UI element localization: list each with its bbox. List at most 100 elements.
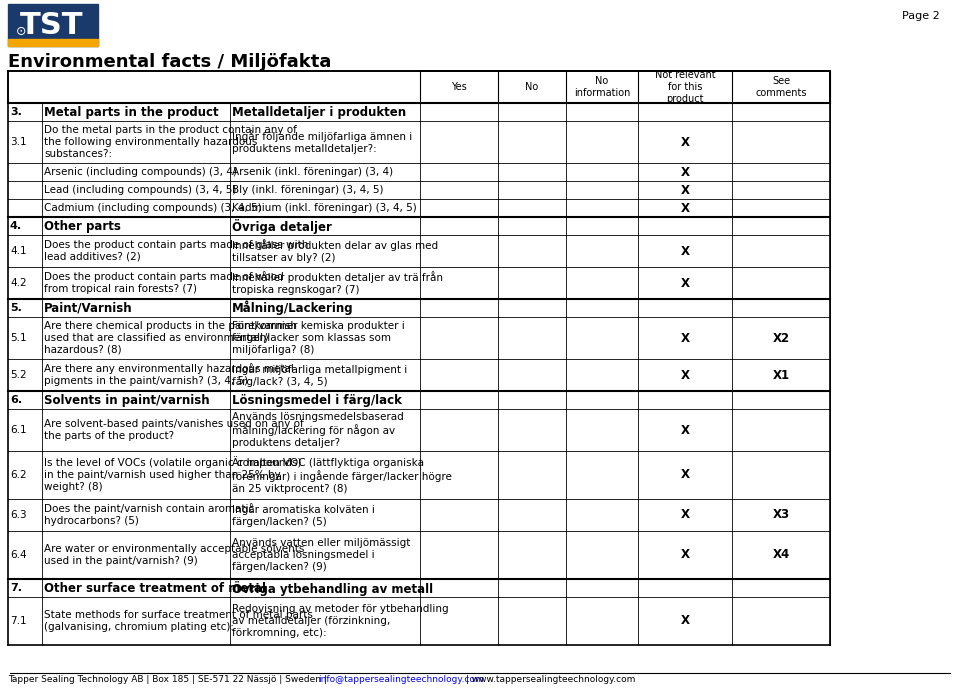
Text: 7.: 7.	[10, 583, 22, 593]
Text: Page 2: Page 2	[902, 11, 940, 21]
Text: X: X	[681, 184, 689, 196]
Text: No: No	[525, 82, 539, 92]
Text: TST: TST	[20, 10, 84, 39]
Text: Does the paint/varnish contain aromatic
hydrocarbons? (5): Does the paint/varnish contain aromatic …	[44, 504, 254, 526]
Bar	[8, 103, 830, 121]
Text: Is the level of VOCs (volatile organic compounds)
in the paint/varnish used high: Is the level of VOCs (volatile organic c…	[44, 458, 301, 491]
Text: Yes: Yes	[451, 82, 467, 92]
Text: info@tappersealingteechnology.com: info@tappersealingteechnology.com	[318, 674, 484, 683]
Bar	[8, 199, 830, 217]
Text: X: X	[681, 202, 689, 214]
Text: Not relevant
for this
product: Not relevant for this product	[655, 70, 715, 104]
Text: Ingår miljöfarliga metallpigment i
färg/lack? (3, 4, 5): Ingår miljöfarliga metallpigment i färg/…	[232, 363, 407, 387]
Bar	[8, 359, 830, 391]
Bar	[8, 531, 830, 579]
Bar	[8, 235, 830, 267]
Bar	[8, 451, 830, 499]
Text: Are there any environmentally hazardous metal
pigments in the paint/varnish? (3,: Are there any environmentally hazardous …	[44, 364, 294, 386]
Text: 3.1: 3.1	[10, 137, 27, 147]
Text: 4.1: 4.1	[10, 246, 27, 256]
Text: | www.tappersealingteechnology.com: | www.tappersealingteechnology.com	[463, 674, 636, 683]
Bar	[8, 71, 830, 103]
Text: Innehåller produkten delar av glas med
tillsatser av bly? (2): Innehåller produkten delar av glas med t…	[232, 239, 438, 263]
Text: Är halten VOC (lättflyktiga organiska
föreningar) i ingående färger/lacker högre: Är halten VOC (lättflyktiga organiska fö…	[232, 456, 452, 493]
Text: Metal parts in the product: Metal parts in the product	[44, 106, 219, 118]
Text: Bly (inkl. föreningar) (3, 4, 5): Bly (inkl. föreningar) (3, 4, 5)	[232, 185, 383, 195]
Text: X: X	[681, 276, 689, 290]
Text: Does the product contain parts made of wood
from tropical rain forests? (7): Does the product contain parts made of w…	[44, 272, 284, 294]
Text: X4: X4	[773, 549, 790, 562]
Text: 6.3: 6.3	[10, 510, 27, 520]
Text: X: X	[681, 424, 689, 437]
Text: Are water or environmentally acceptable solvents
used in the paint/varnish? (9): Are water or environmentally acceptable …	[44, 545, 304, 566]
Text: X: X	[681, 368, 689, 381]
Text: Are solvent-based paints/vanishes used on any of
the parts of the product?: Are solvent-based paints/vanishes used o…	[44, 419, 303, 441]
Bar	[8, 267, 830, 299]
Text: 4.2: 4.2	[10, 278, 27, 288]
Text: Förekommer kemiska produkter i
färger/lacker som klassas som
miljöfarliga? (8): Förekommer kemiska produkter i färger/la…	[232, 321, 405, 354]
Text: Målning/Lackering: Målning/Lackering	[232, 301, 353, 315]
Text: 5.: 5.	[10, 303, 22, 313]
Text: X: X	[681, 509, 689, 522]
Bar	[8, 499, 830, 531]
Text: X2: X2	[773, 332, 789, 345]
Text: Other surface treatment of metal: Other surface treatment of metal	[44, 582, 266, 594]
Bar	[8, 39, 98, 46]
Text: Ingår aromatiska kolväten i
färgen/lacken? (5): Ingår aromatiska kolväten i färgen/lacke…	[232, 503, 374, 527]
Text: Other parts: Other parts	[44, 220, 121, 232]
Bar	[8, 181, 830, 199]
Text: Does the product contain parts made of glass with
lead additives? (2): Does the product contain parts made of g…	[44, 240, 308, 262]
Text: X: X	[681, 166, 689, 178]
Text: 6.: 6.	[10, 395, 22, 405]
Text: X: X	[681, 332, 689, 345]
Bar	[8, 579, 830, 597]
Text: X: X	[681, 549, 689, 562]
Text: 6.2: 6.2	[10, 470, 27, 480]
Text: X: X	[681, 135, 689, 149]
Text: Redovisning av metoder för ytbehandling
av metalldetaljer (förzinkning,
förkromn: Redovisning av metoder för ytbehandling …	[232, 605, 448, 638]
Text: Environmental facts / Miljöfakta: Environmental facts / Miljöfakta	[8, 53, 331, 71]
Text: State methods for surface treatment of metal parts
(galvanising, chromium platin: State methods for surface treatment of m…	[44, 610, 313, 632]
Bar	[8, 163, 830, 181]
Text: 7.1: 7.1	[10, 616, 27, 626]
Text: Används lösningsmedelsbaserad
målning/lackering för någon av
produktens detaljer: Används lösningsmedelsbaserad målning/la…	[232, 413, 404, 448]
Text: X3: X3	[773, 509, 789, 522]
Text: Lösningsmedel i färg/lack: Lösningsmedel i färg/lack	[232, 393, 402, 406]
Bar	[8, 299, 830, 317]
Text: X: X	[681, 468, 689, 482]
Bar	[8, 409, 830, 451]
Text: X: X	[681, 614, 689, 627]
Bar	[8, 121, 830, 163]
Text: ⊙: ⊙	[16, 24, 27, 37]
Text: Arsenik (inkl. föreningar) (3, 4): Arsenik (inkl. föreningar) (3, 4)	[232, 167, 394, 177]
Text: 3.: 3.	[10, 107, 22, 117]
Text: X1: X1	[773, 368, 789, 381]
Text: Kadmium (inkl. föreningar) (3, 4, 5): Kadmium (inkl. föreningar) (3, 4, 5)	[232, 203, 417, 213]
Text: Innehåller produkten detaljer av trä från
tropiska regnskogar? (7): Innehåller produkten detaljer av trä frå…	[232, 272, 443, 295]
Bar	[8, 597, 830, 645]
Text: Övriga detaljer: Övriga detaljer	[232, 218, 332, 234]
Text: Används vatten eller miljömässigt
acceptabla lösningsmedel i
färgen/lacken? (9): Används vatten eller miljömässigt accept…	[232, 538, 410, 571]
Bar	[8, 391, 830, 409]
Text: No
information: No information	[574, 76, 630, 98]
Text: 6.4: 6.4	[10, 550, 27, 560]
Text: Solvents in paint/varnish: Solvents in paint/varnish	[44, 393, 209, 406]
Text: 5.2: 5.2	[10, 370, 27, 380]
Text: Tapper Sealing Technology AB | Box 185 | SE-571 22 Nässjö | Sweden |: Tapper Sealing Technology AB | Box 185 |…	[8, 674, 329, 683]
Text: Arsenic (including compounds) (3, 4): Arsenic (including compounds) (3, 4)	[44, 167, 237, 177]
Text: Cadmium (including compounds) (3, 4, 5): Cadmium (including compounds) (3, 4, 5)	[44, 203, 262, 213]
Text: Övriga ytbehandling av metall: Övriga ytbehandling av metall	[232, 580, 433, 596]
Bar	[8, 4, 98, 46]
Bar	[8, 217, 830, 235]
Bar	[8, 317, 830, 359]
Text: 6.1: 6.1	[10, 425, 27, 435]
Text: 5.1: 5.1	[10, 333, 27, 343]
Text: Are there chemical products in the paint/varnish
used that are classified as env: Are there chemical products in the paint…	[44, 321, 297, 354]
Text: Metalldetaljer i produkten: Metalldetaljer i produkten	[232, 106, 406, 118]
Text: Ingår följande miljöfarliga ämnen i
produktens metalldetaljer?:: Ingår följande miljöfarliga ämnen i prod…	[232, 130, 412, 154]
Text: Paint/Varnish: Paint/Varnish	[44, 301, 132, 314]
Text: Lead (including compounds) (3, 4, 5): Lead (including compounds) (3, 4, 5)	[44, 185, 236, 195]
Text: 4.: 4.	[10, 221, 22, 231]
Text: See
comments: See comments	[756, 76, 806, 98]
Text: Do the metal parts in the product contain any of
the following environmentally h: Do the metal parts in the product contai…	[44, 125, 297, 159]
